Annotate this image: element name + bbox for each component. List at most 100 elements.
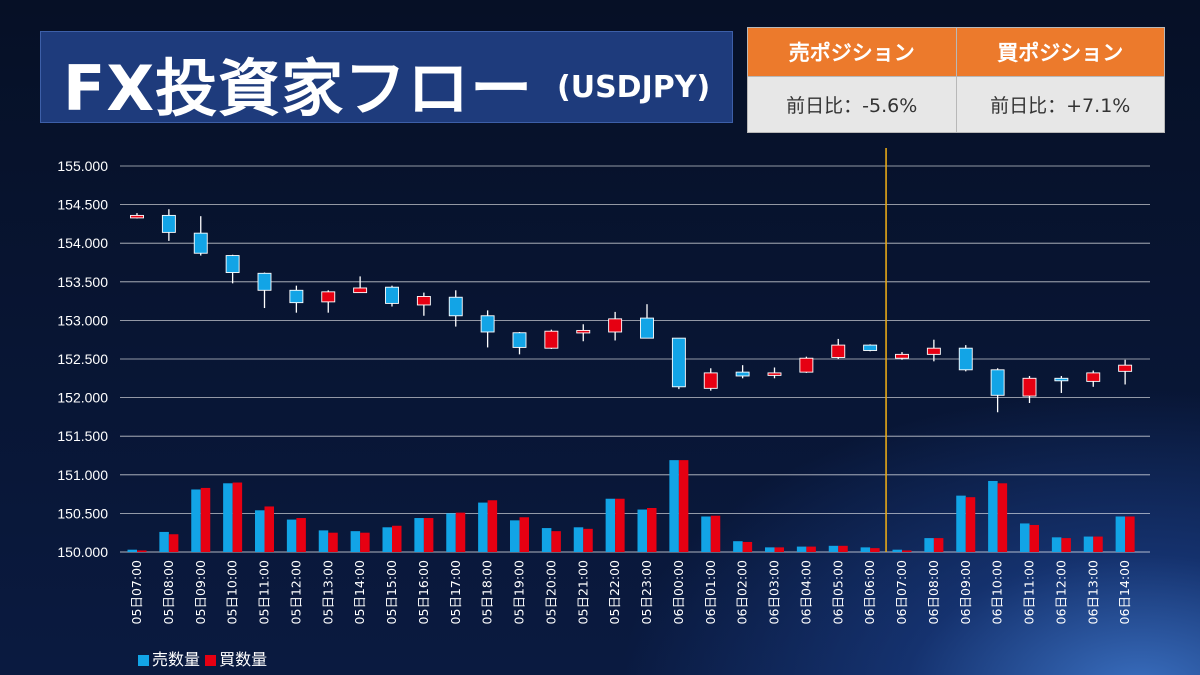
candle-body: [416, 296, 431, 306]
page-subtitle: (USDJPY): [557, 70, 711, 105]
sell-volume-bar: [924, 538, 934, 552]
sell-volume-bar: [637, 509, 647, 552]
x-tick-label: 05日09:00: [193, 560, 208, 624]
x-tick-label: 06日04:00: [798, 560, 813, 624]
candle-body: [385, 286, 399, 304]
sell-volume-bar: [1020, 523, 1030, 552]
sell-volume-bar: [318, 530, 329, 552]
sell-volume-bar: [541, 528, 552, 552]
candle-body: [1022, 377, 1037, 397]
y-tick-label: 153.000: [57, 312, 108, 328]
buy-volume-bar: [583, 528, 593, 552]
x-tick-label: 05日19:00: [512, 560, 527, 624]
candle-body: [480, 315, 495, 333]
x-tick-label: 06日12:00: [1053, 560, 1068, 624]
candle-body: [990, 369, 1005, 396]
candle-body: [608, 318, 623, 333]
buy-volume-bar: [838, 545, 848, 552]
buy-volume-bar: [870, 548, 880, 552]
buy-volume-bar: [232, 482, 243, 552]
sell-volume-bar: [191, 489, 201, 552]
y-tick-label: 154.500: [57, 197, 108, 213]
candle-body: [1086, 372, 1101, 382]
candle-body: [512, 332, 527, 348]
candle-body: [703, 372, 718, 389]
sell-volume-bar: [255, 510, 265, 552]
candle-body: [576, 329, 591, 334]
legend-buy-swatch: [205, 655, 217, 666]
sell-volume-bar: [892, 549, 902, 552]
buy-volume-bar: [965, 497, 976, 552]
x-tick-label: 05日07:00: [129, 560, 144, 624]
x-tick-label: 05日14:00: [352, 560, 367, 624]
buy-volume-bar: [1029, 524, 1039, 552]
sell-volume-bar: [382, 527, 392, 552]
x-tick-label: 06日05:00: [830, 560, 845, 624]
legend-buy-label: 買数量: [219, 650, 268, 669]
buy-volume-bar: [806, 546, 816, 552]
buy-volume-bar: [1125, 516, 1135, 552]
x-tick-label: 06日02:00: [735, 560, 750, 624]
x-tick-label: 05日13:00: [320, 560, 335, 624]
sell-volume-bar: [988, 480, 998, 552]
grid-lines: [120, 165, 1150, 553]
candle-body: [193, 232, 208, 254]
sell-volume-bar: [1051, 537, 1062, 552]
buy-volume-bar: [933, 538, 944, 552]
x-tick-label: 05日11:00: [257, 560, 272, 624]
candlesticks: [130, 209, 1133, 413]
sell-volume-bar: [1115, 516, 1126, 552]
candle-body: [799, 357, 814, 373]
buy-volume-bar: [137, 550, 147, 552]
x-axis-ticks: 05日07:00 05日08:00 05日09:00 05日10:00 05日11:00…: [129, 560, 1132, 624]
sell-volume-bar: [828, 545, 839, 552]
sell-volume-bar: [159, 531, 169, 552]
y-axis-ticks: 150.000 150.500 151.000 151.500 152.000 152.5…: [57, 158, 108, 560]
x-tick-label: 06日07:00: [894, 560, 909, 624]
candle-body: [863, 344, 878, 351]
y-tick-label: 150.500: [57, 505, 108, 521]
buy-volume-bar: [423, 518, 434, 552]
sell-volume-bar: [765, 547, 775, 552]
x-tick-label: 05日21:00: [575, 560, 590, 624]
legend-sell-label: 売数量: [152, 650, 201, 669]
sell-volume-bar: [478, 502, 488, 552]
buy-volume-bar: [997, 483, 1008, 552]
x-tick-label: 05日18:00: [480, 560, 495, 624]
x-tick-label: 06日03:00: [767, 560, 782, 624]
sell-volume-bar: [796, 546, 807, 552]
buy-volume-bar: [296, 518, 306, 552]
y-tick-label: 153.500: [57, 274, 108, 290]
candle-body: [544, 330, 559, 349]
candle-body: [448, 296, 463, 317]
buy-volume-bar: [551, 531, 561, 552]
buy-volume-bar: [392, 525, 402, 552]
sell-volume-bar: [510, 520, 520, 552]
x-tick-label: 05日16:00: [416, 560, 431, 624]
x-tick-label: 06日09:00: [958, 560, 973, 624]
sell-volume-bar: [669, 460, 679, 552]
sell-volume-bar: [350, 531, 361, 552]
buy-volume-bar: [678, 460, 689, 552]
sell-volume-bar: [127, 549, 137, 552]
candle-body: [321, 291, 336, 303]
x-tick-label: 05日12:00: [288, 560, 303, 624]
candle-body: [895, 353, 909, 359]
candle-body: [1054, 377, 1069, 382]
buy-volume-bar: [487, 500, 498, 552]
x-tick-label: 05日23:00: [639, 560, 654, 624]
y-tick-label: 154.000: [57, 235, 108, 251]
x-tick-label: 05日10:00: [225, 560, 240, 624]
candle-body: [671, 337, 686, 388]
sell-volume-bar: [956, 495, 966, 552]
y-tick-label: 151.500: [57, 428, 108, 444]
legend-sell-swatch: [138, 655, 149, 666]
candle-body: [257, 272, 272, 291]
candle-body: [767, 372, 782, 376]
buy-volume-bar: [455, 512, 466, 552]
buy-volume-bar: [774, 547, 784, 552]
buy-volume-bar: [615, 498, 625, 552]
candle-body: [130, 214, 144, 219]
x-tick-label: 05日17:00: [448, 560, 463, 624]
